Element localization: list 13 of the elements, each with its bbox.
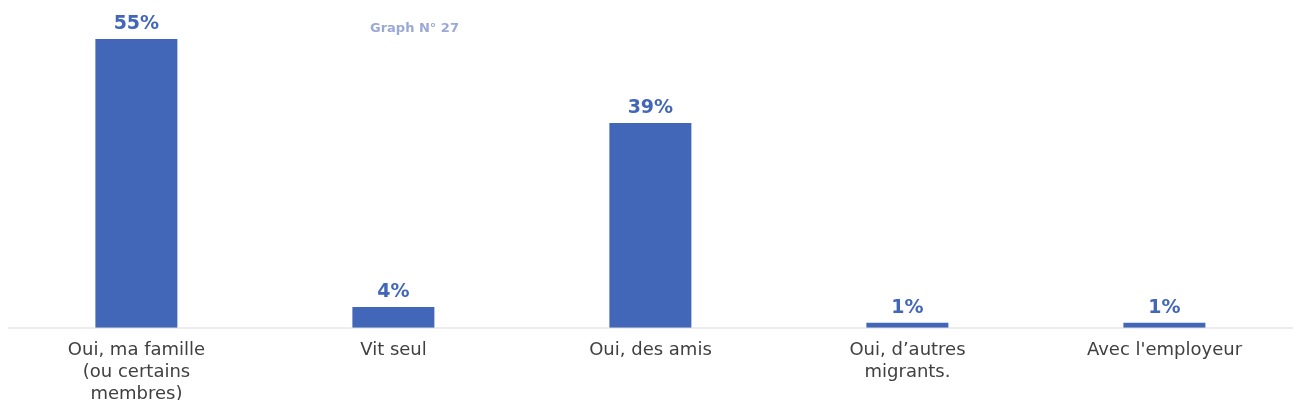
bar	[609, 123, 692, 328]
bar	[352, 306, 435, 328]
data-label: 39%	[627, 95, 674, 118]
x-tick-label: Avec l'employeur	[1086, 338, 1243, 359]
x-tick-label: Vit seul	[360, 338, 427, 359]
x-tick-label: Oui, des amis	[589, 338, 712, 359]
data-label: 1%	[891, 294, 924, 317]
data-label: 1%	[1148, 294, 1181, 317]
bar	[95, 39, 178, 328]
data-label: 55%	[113, 11, 160, 33]
chart-title: Graph N° 27	[370, 20, 459, 35]
data-label: 4%	[377, 278, 410, 301]
x-tick-label: Oui, d’autres migrants.	[849, 338, 966, 381]
